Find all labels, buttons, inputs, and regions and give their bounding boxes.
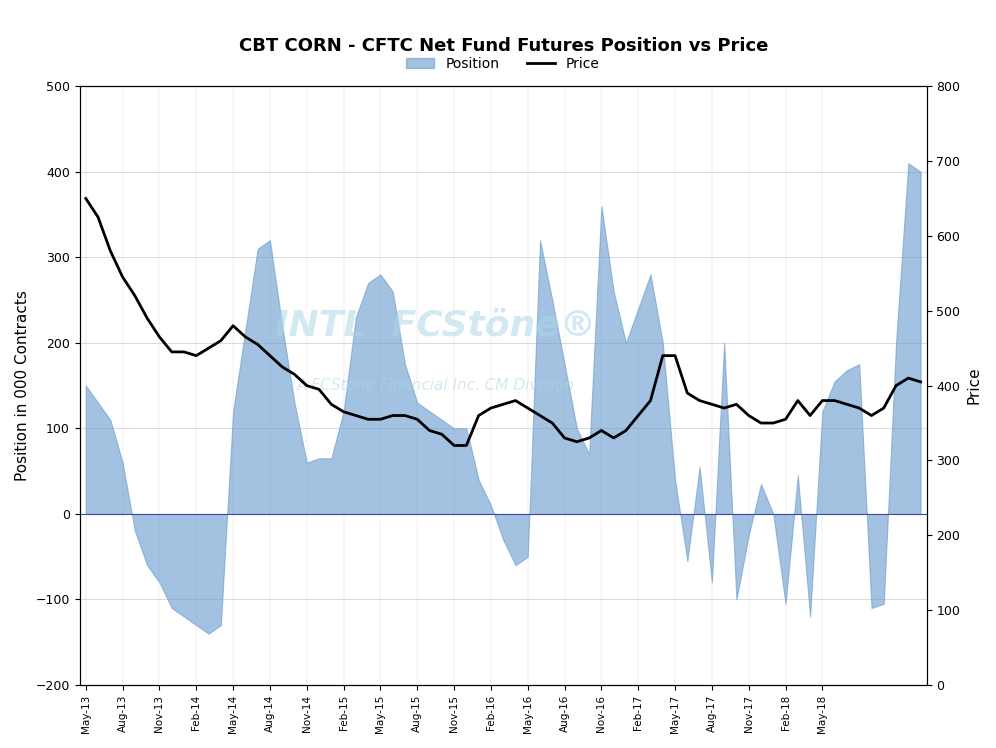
Text: A FCStöne Financial Inc. CM Division: A FCStöne Financial Inc. CM Division xyxy=(297,378,575,393)
Y-axis label: Price: Price xyxy=(966,367,981,405)
Y-axis label: Position in 000 Contracts: Position in 000 Contracts xyxy=(15,290,30,481)
Title: CBT CORN - CFTC Net Fund Futures Position vs Price: CBT CORN - CFTC Net Fund Futures Positio… xyxy=(238,37,768,55)
Text: INTL  FCStöne®: INTL FCStöne® xyxy=(275,309,596,343)
Legend: Position, Price: Position, Price xyxy=(401,51,606,76)
